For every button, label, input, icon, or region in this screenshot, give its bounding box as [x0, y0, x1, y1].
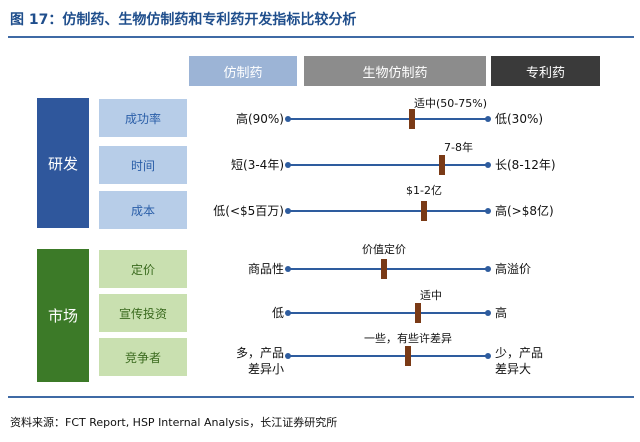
- marker-time: [439, 155, 445, 175]
- left-end-dot: [285, 208, 291, 214]
- factor-success-rate: 成功率: [99, 99, 187, 137]
- left-label-competitors: 多，产品 差异小: [235, 346, 284, 376]
- marker-label-competitors: 一些，有些许差异: [364, 332, 452, 345]
- right-label-pricing: 高溢价: [495, 262, 532, 276]
- figure-title: 图 17：仿制药、生物仿制药和专利药开发指标比较分析: [10, 12, 357, 28]
- scale-line-competitors: [288, 355, 488, 357]
- left-label-pricing: 商品性: [247, 262, 284, 276]
- right-end-dot: [485, 162, 491, 168]
- left-end-dot: [285, 116, 291, 122]
- title-divider: [8, 36, 634, 38]
- group-rd: 研发: [37, 98, 89, 228]
- column-header-biosimilar: 生物仿制药: [304, 56, 486, 86]
- left-end-dot: [285, 310, 291, 316]
- right-label-cost: 高(>$8亿): [495, 204, 554, 218]
- marker-success-rate: [409, 109, 415, 129]
- marker-label-pricing: 价值定价: [362, 243, 406, 256]
- left-label-time: 短(3-4年): [231, 158, 284, 172]
- right-end-dot: [485, 116, 491, 122]
- factor-promotion-investment: 宣传投资: [99, 294, 187, 332]
- scale-line-promotion: [288, 312, 488, 314]
- right-end-dot: [485, 353, 491, 359]
- factor-pricing: 定价: [99, 250, 187, 288]
- group-market: 市场: [37, 249, 89, 382]
- column-header-patent: 专利药: [491, 56, 600, 86]
- marker-cost: [421, 201, 427, 221]
- factor-time: 时间: [99, 146, 187, 184]
- bottom-divider: [8, 396, 634, 398]
- marker-pricing: [381, 259, 387, 279]
- left-label-promotion: 低: [271, 306, 284, 320]
- right-label-competitors: 少，产品 差异大: [495, 346, 544, 376]
- scale-line-pricing: [288, 268, 488, 270]
- left-label-cost: 低(<$5百万): [213, 204, 284, 218]
- marker-promotion: [415, 303, 421, 323]
- marker-competitors: [405, 346, 411, 366]
- right-label-time: 长(8-12年): [495, 158, 556, 172]
- marker-label-time: 7-8年: [444, 141, 473, 154]
- right-label-success-rate: 低(30%): [495, 112, 544, 126]
- scale-line-cost: [288, 210, 488, 212]
- left-end-dot: [285, 266, 291, 272]
- left-end-dot: [285, 353, 291, 359]
- factor-cost: 成本: [99, 191, 187, 229]
- factor-competitors: 竞争者: [99, 338, 187, 376]
- right-end-dot: [485, 310, 491, 316]
- source-note: 资料来源：FCT Report, HSP Internal Analysis，长…: [10, 416, 338, 429]
- right-end-dot: [485, 266, 491, 272]
- scale-line-success-rate: [288, 118, 488, 120]
- column-header-generic: 仿制药: [189, 56, 297, 86]
- left-end-dot: [285, 162, 291, 168]
- left-label-success-rate: 高(90%): [235, 112, 284, 126]
- scale-line-time: [288, 164, 488, 166]
- marker-label-promotion: 适中: [420, 289, 442, 302]
- marker-label-success-rate: 适中(50-75%): [414, 97, 487, 110]
- marker-label-cost: $1-2亿: [406, 184, 442, 197]
- right-end-dot: [485, 208, 491, 214]
- right-label-promotion: 高: [495, 306, 508, 320]
